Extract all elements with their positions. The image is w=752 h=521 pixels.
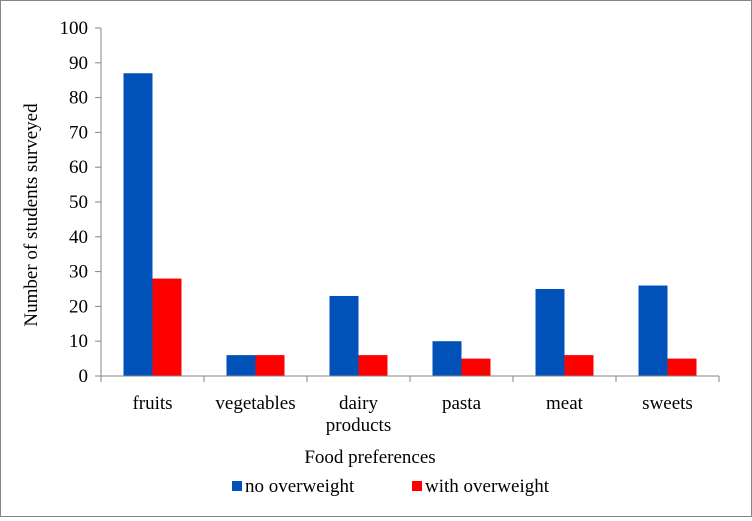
y-tick-label: 10 <box>69 331 88 352</box>
y-tick-label: 100 <box>60 18 89 39</box>
y-tick-label: 80 <box>69 88 88 109</box>
x-tick-label: dairy products <box>326 393 391 436</box>
x-tick-label: fruits <box>132 393 172 414</box>
y-tick-label: 70 <box>69 122 88 143</box>
y-tick-label: 30 <box>69 262 88 283</box>
y-tick-label: 0 <box>79 366 89 387</box>
x-axis-title: Food preferences <box>304 447 435 468</box>
bar-with-overweight-vegetables <box>255 355 285 376</box>
y-tick-label: 40 <box>69 227 88 248</box>
bar-with-overweight-meat <box>564 355 594 376</box>
bar-with-overweight-dairy-products <box>358 355 388 376</box>
x-tick-label: vegetables <box>215 393 295 414</box>
bar-no-overweight-dairy-products <box>329 295 359 376</box>
x-tick-label: sweets <box>642 393 693 414</box>
y-tick-label: 90 <box>69 53 88 74</box>
bar-no-overweight-meat <box>535 289 565 376</box>
bar-no-overweight-vegetables <box>226 355 256 376</box>
y-tick-label: 60 <box>69 157 88 178</box>
bar-no-overweight-sweets <box>638 285 668 376</box>
legend: no overweight with overweight <box>232 476 550 497</box>
bar-no-overweight-pasta <box>432 341 462 376</box>
x-tick-label: meat <box>546 393 584 414</box>
bar-no-overweight-fruits <box>123 73 153 377</box>
x-tick-label: pasta <box>442 393 482 414</box>
labels-layer: 0 10 20 30 40 50 60 70 80 90 100 fruits vegetables da… <box>60 18 693 436</box>
bars-layer <box>123 73 697 377</box>
axes-layer <box>95 27 720 382</box>
bar-with-overweight-sweets <box>667 358 697 376</box>
y-tick-label: 20 <box>69 296 88 317</box>
bar-with-overweight-fruits <box>152 278 182 376</box>
legend-swatch-no-overweight <box>232 481 242 491</box>
y-axis-title: Number of students surveyed <box>21 103 42 327</box>
legend-swatch-with-overweight <box>412 481 422 491</box>
y-tick-label: 50 <box>69 192 88 213</box>
bar-with-overweight-pasta <box>461 358 491 376</box>
legend-label-no-overweight: no overweight <box>245 476 355 497</box>
legend-label-with-overweight: with overweight <box>425 476 550 497</box>
